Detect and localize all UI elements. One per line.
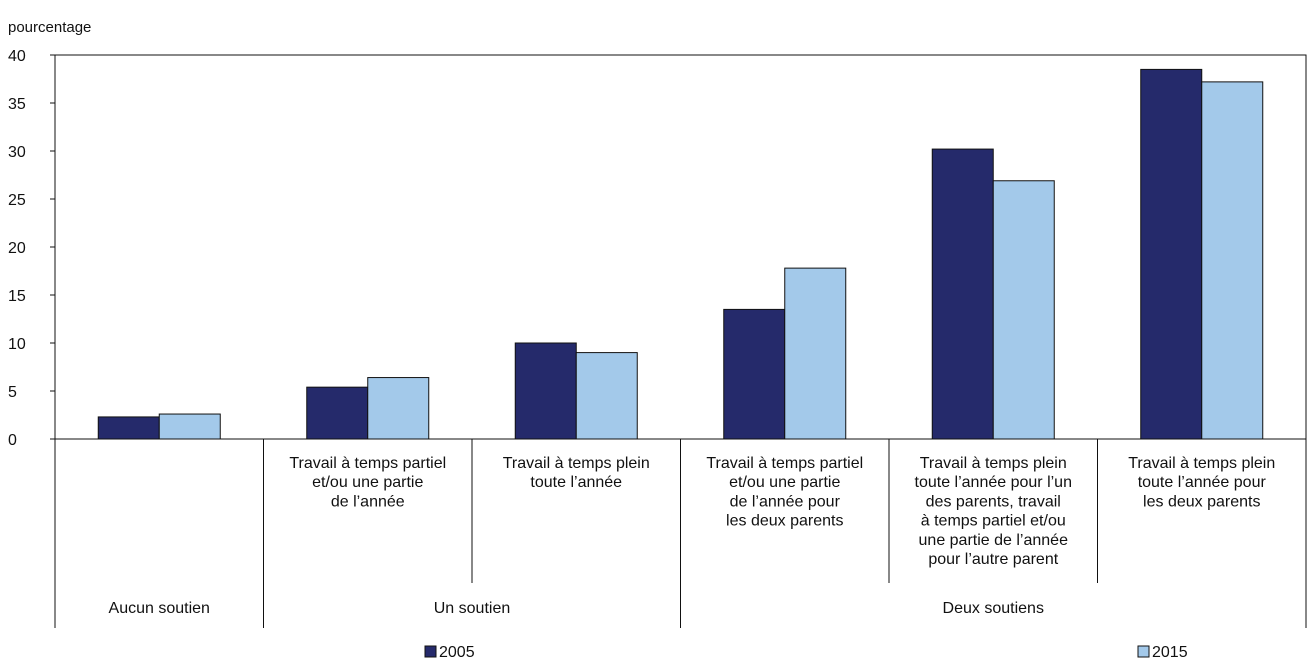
category-label-line: pour l’autre parent <box>928 551 1058 568</box>
bar-2015-1 <box>367 377 430 440</box>
category-label: Travail à temps partiel et/ou une partie d… <box>289 455 446 510</box>
bar-2005-5 <box>1140 68 1203 440</box>
bar-2005-3 <box>723 308 786 440</box>
category-label-line: toute l’année pour <box>1138 474 1267 491</box>
legend-swatch-2005 <box>424 645 437 658</box>
category-label-line: des parents, travail <box>926 493 1061 510</box>
group-labels: Aucun soutien Un soutien Deux soutiens <box>109 600 1044 617</box>
y-tick-label: 0 <box>8 432 17 449</box>
category-label-line: à temps partiel et/ou <box>921 513 1066 530</box>
bar-2015-3 <box>784 267 847 440</box>
category-label: Travail à temps plein toute l’année pour … <box>915 455 1072 568</box>
category-label-line: toute l’année <box>530 474 622 491</box>
category-label-line: Travail à temps partiel <box>289 455 446 472</box>
y-tick-label: 10 <box>8 336 26 353</box>
y-tick-label: 15 <box>8 288 26 305</box>
group-label: Un soutien <box>434 600 511 617</box>
y-axis-unit-label: pourcentage <box>8 19 91 36</box>
category-label-line: Travail à temps plein <box>1128 455 1275 472</box>
category-label-line: Travail à temps plein <box>920 455 1067 472</box>
y-tick-label: 35 <box>8 96 26 113</box>
category-label-line: une partie de l’année <box>919 532 1069 549</box>
legend-label-2015: 2015 <box>1152 644 1188 660</box>
y-tick-label: 5 <box>8 384 17 401</box>
category-label-line: de l’année <box>331 493 405 510</box>
category-label-line: les deux parents <box>726 513 843 530</box>
group-label: Aucun soutien <box>109 600 210 617</box>
plot-frame <box>54 54 1307 628</box>
y-tick-label: 25 <box>8 192 26 209</box>
legend-swatch-2015 <box>1137 645 1150 658</box>
category-label: Travail à temps plein toute l’année pour l… <box>1128 455 1275 510</box>
category-label-line: et/ou une partie <box>312 474 423 491</box>
bar-2005-4 <box>931 148 994 440</box>
y-tick-label: 40 <box>8 48 26 65</box>
category-label-line: de l’année pour <box>730 493 841 510</box>
bars <box>97 68 1264 440</box>
y-tick-label: 20 <box>8 240 26 257</box>
category-label-line: toute l’année pour l’un <box>915 474 1072 491</box>
category-label: Travail à temps plein toute l’année <box>503 455 650 491</box>
category-label-line: Travail à temps partiel <box>706 455 863 472</box>
bar-2015-5 <box>1201 81 1264 440</box>
category-label-line: les deux parents <box>1143 493 1260 510</box>
category-label: Travail à temps partiel et/ou une partie d… <box>706 455 863 530</box>
category-label-line: et/ou une partie <box>729 474 840 491</box>
category-labels: Travail à temps partiel et/ou une partie d… <box>289 455 1275 568</box>
legend-label-2005: 2005 <box>439 644 475 660</box>
bar-2005-0 <box>97 416 160 440</box>
plot-border <box>54 54 1307 440</box>
group-label: Deux soutiens <box>943 600 1044 617</box>
bar-2015-4 <box>992 180 1055 440</box>
bar-2015-2 <box>575 352 638 440</box>
category-label-line: Travail à temps plein <box>503 455 650 472</box>
bar-2015-0 <box>158 413 221 440</box>
bar-2005-1 <box>306 386 369 440</box>
bar-2005-2 <box>514 342 577 440</box>
y-tick-label: 30 <box>8 144 26 161</box>
legend: 2005 2015 <box>424 644 1188 660</box>
y-axis: 0 5 10 15 20 25 30 35 40 <box>8 48 55 449</box>
